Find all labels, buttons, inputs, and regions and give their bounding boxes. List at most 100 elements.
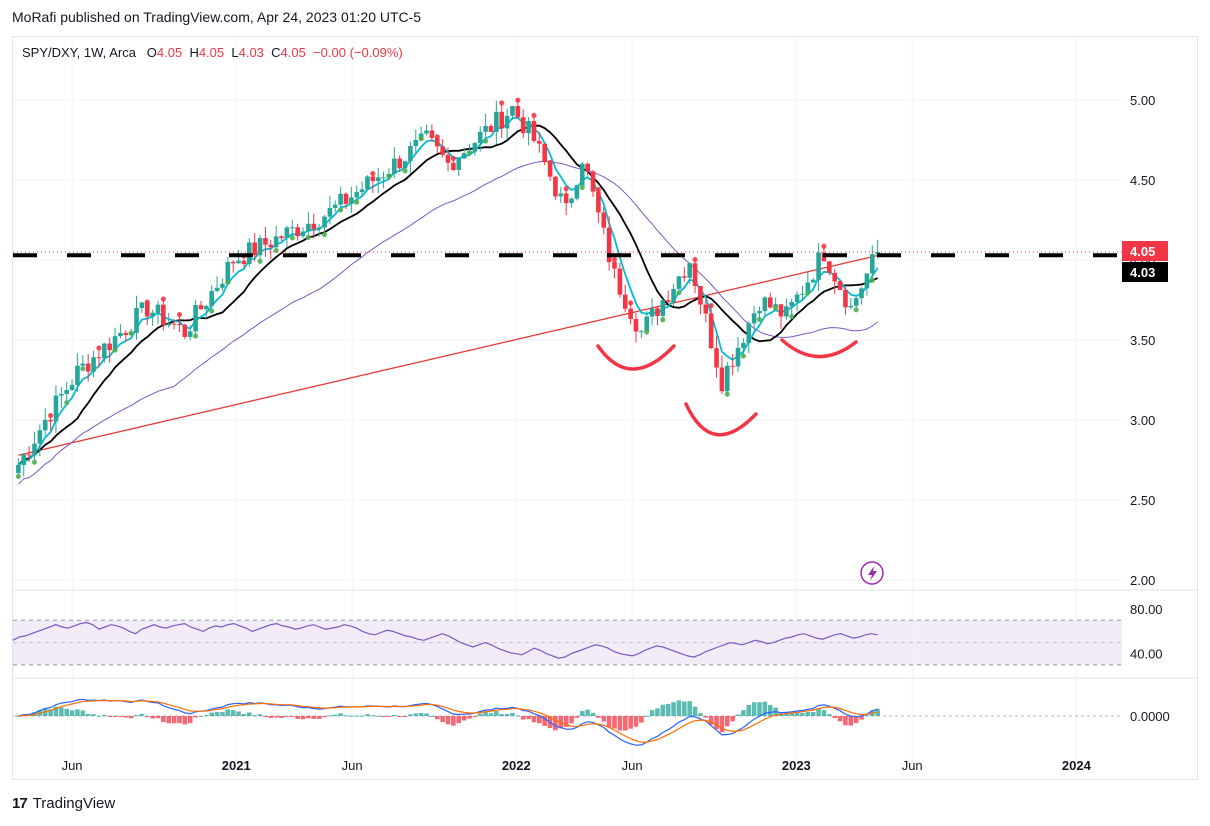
candle	[762, 296, 768, 317]
candle-body	[757, 311, 762, 314]
macd-bar	[843, 716, 848, 726]
time-tick-label: 2022	[502, 758, 531, 773]
candle	[687, 262, 692, 285]
candle-body	[107, 343, 112, 351]
candle	[220, 278, 225, 291]
candle-body	[343, 193, 349, 204]
macd-bar	[542, 716, 547, 726]
macd-bar	[359, 715, 365, 717]
macd-bar	[563, 716, 569, 727]
candle	[128, 328, 134, 336]
candle-body	[724, 365, 730, 392]
candle-body	[322, 216, 327, 228]
candle	[504, 108, 510, 141]
legend-close-label: C	[271, 45, 281, 60]
candle	[515, 97, 521, 119]
tradingview-brand: TradingView	[32, 795, 116, 812]
candle	[655, 305, 660, 326]
candle-body	[622, 294, 628, 309]
candle-body	[354, 192, 360, 198]
macd-bar	[751, 702, 757, 716]
macd-bar	[553, 716, 558, 731]
candle	[563, 186, 569, 216]
signal-dot	[64, 400, 70, 406]
signal-dot	[740, 353, 746, 359]
candle-body	[843, 289, 848, 308]
macd-bar	[155, 716, 161, 719]
macd-bar	[187, 716, 193, 724]
tradingview-logo[interactable]: 17 TradingView	[12, 795, 115, 812]
signal-dot	[354, 199, 360, 205]
candle	[47, 412, 54, 431]
time-tick-label: Jun	[342, 758, 363, 773]
price-tick-label: 3.50	[1130, 333, 1155, 348]
candle	[289, 219, 295, 241]
macd-bar	[279, 716, 284, 719]
macd-bar	[730, 716, 735, 722]
macd-bar	[837, 716, 843, 722]
macd-bar	[596, 716, 601, 718]
candle	[767, 292, 773, 309]
candle	[134, 295, 139, 340]
candle	[483, 113, 489, 144]
candle-body	[601, 212, 607, 228]
candle	[756, 306, 763, 323]
candle-body	[639, 331, 644, 333]
candle-body	[392, 158, 397, 174]
candle-body	[569, 198, 574, 204]
signal-dot	[96, 345, 102, 351]
macd-bar	[182, 716, 188, 725]
candle-body	[316, 227, 322, 230]
macd-bar	[537, 716, 542, 724]
macd-bar	[692, 706, 698, 716]
rsi-tick-label: 40.00	[1130, 647, 1163, 662]
candle	[784, 298, 789, 320]
macd-bar	[316, 716, 322, 719]
macd-bar	[784, 712, 789, 716]
candle-body	[687, 263, 692, 278]
candle	[176, 311, 183, 332]
candle-body	[53, 395, 59, 422]
candle-body	[698, 286, 703, 305]
macd-bar	[724, 716, 730, 727]
candle	[354, 185, 360, 205]
candle	[730, 354, 735, 376]
candle-body	[827, 261, 832, 273]
legend-open-label: O	[146, 45, 157, 60]
candle-body	[134, 308, 139, 333]
macd-bar	[241, 714, 247, 716]
macd-bar	[413, 713, 419, 716]
macd-bar	[660, 704, 666, 716]
price-axis: 5.004.504.003.503.002.502.004.054.03	[1122, 93, 1168, 588]
macd-bar	[408, 714, 413, 716]
candle-body	[574, 185, 580, 199]
candle	[724, 361, 730, 397]
candle	[853, 294, 859, 313]
macd-bar	[48, 709, 53, 716]
macd-bar	[520, 716, 526, 720]
candle	[343, 192, 349, 209]
macd-bar	[767, 705, 773, 716]
candle-body	[456, 158, 462, 170]
macd-bar	[821, 710, 827, 716]
candle-body	[236, 260, 241, 264]
signal-dot	[321, 231, 328, 238]
candle	[676, 276, 682, 296]
candle	[466, 143, 473, 156]
candle-body	[553, 176, 558, 197]
candle	[284, 225, 290, 248]
macd-bar	[53, 706, 59, 716]
macd-histogram	[16, 700, 880, 733]
legend-high-label: H	[189, 45, 199, 60]
macd-bar	[714, 716, 719, 730]
candle-body	[671, 288, 676, 303]
candle-body	[741, 343, 746, 348]
macd-bar	[424, 713, 429, 716]
signal-dot	[708, 303, 714, 309]
candle	[187, 325, 193, 341]
macd-bar	[504, 713, 510, 716]
macd-bar	[64, 708, 70, 716]
macd-bar	[698, 713, 703, 716]
macd-bar	[75, 709, 80, 716]
